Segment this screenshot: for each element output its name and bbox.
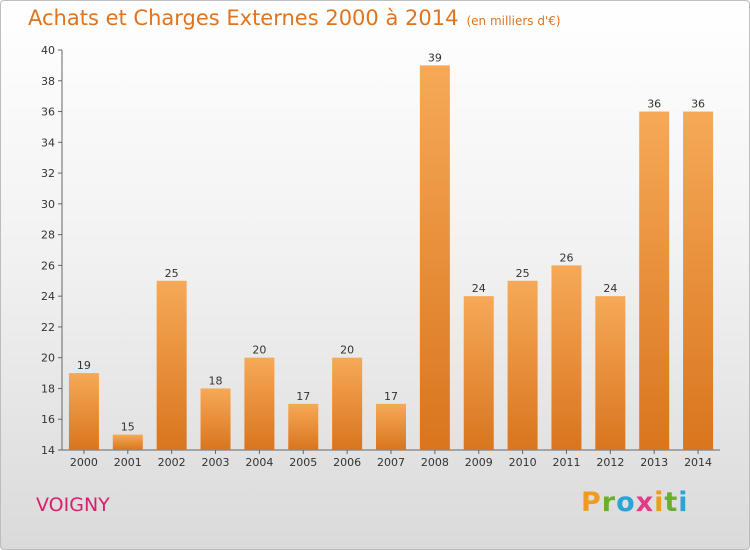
y-tick-label: 28: [41, 229, 55, 242]
y-axis-ticks: 14 16 18 20 22 24 26 28 30 32 34 36 38 40: [41, 44, 62, 457]
data-label: 17: [384, 390, 398, 403]
proxiti-logo: Proxiti: [581, 487, 689, 518]
bar: [551, 265, 582, 450]
bar: [595, 296, 626, 450]
x-tick-label: 2008: [421, 456, 449, 469]
logo-letter: i: [678, 487, 689, 518]
town-name: VOIGNY: [36, 494, 110, 516]
data-label: 25: [165, 267, 179, 280]
bars: 19 15 25 18 20 17 20 17 39 24 25 26 24 36 36: [68, 51, 714, 451]
y-tick-label: 30: [41, 198, 55, 211]
y-tick-label: 26: [41, 259, 55, 272]
y-tick-label: 34: [41, 136, 55, 149]
data-label: 39: [428, 51, 442, 64]
data-label: 17: [296, 390, 310, 403]
y-tick-label: 32: [41, 167, 55, 180]
y-tick-label: 24: [41, 290, 55, 303]
bar: [156, 280, 187, 450]
bar: [419, 65, 450, 450]
bar: [683, 111, 714, 451]
y-tick-label: 18: [41, 382, 55, 395]
data-label: 36: [647, 98, 661, 111]
x-tick-label: 2000: [70, 456, 98, 469]
bar: [200, 388, 231, 450]
bar: [244, 357, 275, 450]
x-tick-label: 2002: [158, 456, 186, 469]
logo-letter: x: [635, 487, 655, 518]
x-tick-label: 2013: [640, 456, 668, 469]
bar: [376, 403, 406, 450]
data-label: 18: [209, 374, 223, 387]
bar: [112, 434, 143, 450]
bar: [288, 403, 319, 450]
x-tick-label: 2014: [684, 456, 712, 469]
data-label: 20: [252, 344, 266, 357]
logo-letter: r: [601, 487, 617, 518]
logo-letter: o: [616, 487, 636, 518]
y-tick-label: 16: [41, 413, 55, 426]
x-tick-label: 2004: [245, 456, 273, 469]
y-tick-label: 14: [41, 444, 55, 457]
chart-subtitle: (en milliers d'€): [466, 14, 561, 28]
x-tick-label: 2001: [114, 456, 142, 469]
x-tick-label: 2009: [465, 456, 493, 469]
data-label: 24: [472, 282, 486, 295]
data-label: 19: [77, 359, 91, 372]
bar: [68, 373, 99, 450]
y-tick-label: 36: [41, 106, 55, 119]
data-label: 25: [516, 267, 530, 280]
y-tick-label: 20: [41, 352, 55, 365]
chart-title-text: Achats et Charges Externes 2000 à 2014: [28, 6, 459, 30]
logo-letter: i: [654, 487, 665, 518]
bar: [332, 357, 363, 450]
y-tick-label: 38: [41, 75, 55, 88]
data-label: 26: [559, 251, 573, 264]
x-axis-ticks: 2000 2001 2002 2003 2004 2005 2006 2007 2008 2009…: [70, 450, 712, 469]
x-tick-label: 2011: [552, 456, 580, 469]
bar: [639, 111, 670, 451]
logo-letter: t: [664, 487, 679, 518]
y-tick-label: 40: [41, 44, 55, 57]
data-label: 15: [121, 421, 135, 434]
logo-letter: P: [581, 487, 602, 518]
data-label: 20: [340, 344, 354, 357]
x-tick-label: 2007: [377, 456, 405, 469]
x-tick-label: 2003: [202, 456, 230, 469]
x-tick-label: 2010: [509, 456, 537, 469]
x-tick-label: 2006: [333, 456, 361, 469]
data-label: 24: [603, 282, 617, 295]
bar: [463, 296, 494, 450]
y-tick-label: 22: [41, 321, 55, 334]
x-tick-label: 2012: [596, 456, 624, 469]
data-label: 36: [691, 98, 705, 111]
chart-title: Achats et Charges Externes 2000 à 2014 (e…: [28, 6, 561, 30]
bar: [507, 280, 538, 450]
x-tick-label: 2005: [289, 456, 317, 469]
